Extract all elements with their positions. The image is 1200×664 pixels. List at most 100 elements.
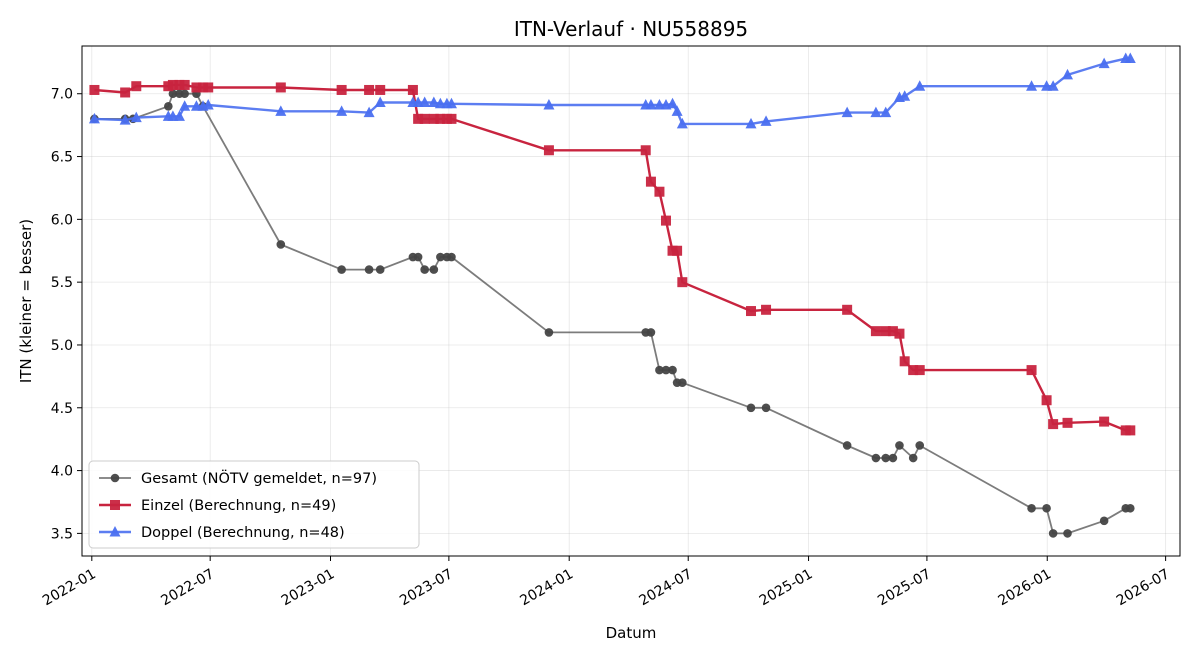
- data-point-doppel: [1098, 57, 1110, 69]
- data-point-gesamt: [1125, 503, 1135, 513]
- y-tick-label: 4.5: [51, 401, 73, 417]
- data-point-einzel: [899, 356, 910, 367]
- data-point-gesamt: [375, 265, 385, 274]
- data-point-doppel: [1026, 80, 1038, 91]
- data-point-gesamt: [164, 101, 173, 111]
- data-point-gesamt: [180, 89, 189, 99]
- data-point-einzel: [428, 113, 439, 124]
- data-point-gesamt: [420, 265, 429, 274]
- data-point-einzel: [746, 306, 757, 317]
- y-tick-label: 7.0: [51, 87, 73, 103]
- data-point-doppel: [179, 100, 191, 111]
- data-point-gesamt: [661, 365, 671, 375]
- data-point-einzel: [174, 79, 185, 90]
- data-point-gesamt: [646, 328, 656, 337]
- data-point-einzel: [645, 176, 656, 187]
- data-point-gesamt: [429, 265, 439, 274]
- data-point-gesamt: [888, 453, 898, 463]
- y-tick-label: 5.0: [51, 338, 73, 354]
- data-point-einzel: [894, 328, 905, 339]
- data-point-einzel: [167, 79, 178, 90]
- data-point-einzel: [887, 326, 898, 337]
- data-point-doppel: [119, 114, 131, 125]
- data-point-doppel: [88, 112, 100, 124]
- data-point-gesamt: [436, 252, 445, 262]
- data-point-gesamt: [655, 365, 664, 375]
- data-point-gesamt: [668, 365, 677, 375]
- legend-label-einzel: Einzel (Berechnung, n=49): [141, 498, 336, 514]
- data-point-einzel: [203, 82, 214, 93]
- data-point-einzel: [120, 87, 131, 98]
- data-point-gesamt: [761, 403, 771, 413]
- legend-marker-einzel: [110, 500, 120, 510]
- legend: Gesamt (NÖTV gemeldet, n=97) Einzel (Bere…: [88, 460, 420, 549]
- data-point-doppel: [745, 117, 757, 129]
- data-point-gesamt: [337, 265, 346, 274]
- data-point-gesamt: [1042, 503, 1051, 513]
- data-point-doppel: [428, 96, 440, 108]
- data-point-doppel: [374, 96, 386, 108]
- data-point-einzel: [375, 84, 386, 95]
- data-point-gesamt: [276, 240, 286, 249]
- data-point-doppel: [445, 97, 457, 109]
- data-point-doppel: [870, 106, 882, 118]
- data-point-doppel: [275, 105, 287, 116]
- data-point-einzel: [446, 113, 457, 124]
- series-gesamt: [90, 89, 1135, 538]
- data-point-gesamt: [1063, 529, 1072, 538]
- data-point-einzel: [870, 326, 881, 337]
- data-point-einzel: [660, 215, 671, 226]
- legend-label-gesamt: Gesamt (NÖTV gemeldet, n=97): [141, 469, 377, 487]
- data-point-gesamt: [413, 252, 423, 262]
- data-point-doppel: [543, 99, 555, 110]
- data-point-einzel: [413, 113, 424, 124]
- y-axis-label: ITN (kleiner = besser): [17, 219, 35, 383]
- data-point-doppel: [1047, 80, 1059, 91]
- y-tick-label: 6.5: [51, 150, 73, 166]
- data-point-einzel: [179, 79, 190, 90]
- data-point-doppel: [419, 96, 431, 108]
- data-point-einzel: [654, 186, 665, 197]
- data-point-gesamt: [746, 403, 756, 413]
- data-point-einzel: [1062, 417, 1073, 428]
- data-point-gesamt: [908, 453, 918, 463]
- x-axis-label: Datum: [606, 624, 657, 642]
- data-point-doppel: [880, 106, 892, 118]
- series-doppel: [88, 52, 1136, 129]
- data-point-einzel: [672, 245, 683, 256]
- data-point-doppel: [336, 105, 348, 116]
- data-point-einzel: [197, 82, 208, 93]
- data-point-gesamt: [915, 441, 925, 450]
- y-tick-label: 5.5: [51, 275, 73, 291]
- data-point-doppel: [676, 117, 688, 129]
- data-point-einzel: [364, 84, 375, 95]
- data-point-doppel: [645, 99, 657, 110]
- data-point-einzel: [1041, 395, 1052, 406]
- data-point-einzel: [543, 145, 554, 156]
- data-point-einzel: [880, 326, 891, 337]
- data-point-einzel: [191, 82, 202, 93]
- data-point-gesamt: [1048, 529, 1058, 538]
- data-point-einzel: [336, 84, 347, 95]
- y-tick-label: 3.5: [51, 526, 73, 542]
- data-point-einzel: [131, 81, 142, 92]
- data-point-einzel: [419, 113, 430, 124]
- data-point-einzel: [275, 82, 286, 93]
- data-point-doppel: [671, 105, 683, 116]
- legend-marker-doppel: [109, 526, 121, 537]
- data-point-gesamt: [871, 453, 881, 463]
- data-point-einzel: [89, 84, 100, 95]
- data-point-gesamt: [842, 441, 852, 450]
- data-point-einzel: [761, 304, 772, 315]
- y-tick-label: 6.0: [51, 212, 73, 228]
- series-einzel: [89, 79, 1136, 436]
- data-point-doppel: [841, 106, 853, 118]
- data-point-gesamt: [678, 378, 687, 387]
- data-point-einzel: [677, 277, 688, 288]
- data-point-doppel: [130, 111, 142, 123]
- data-point-doppel: [173, 110, 185, 121]
- data-point-einzel: [1048, 419, 1059, 430]
